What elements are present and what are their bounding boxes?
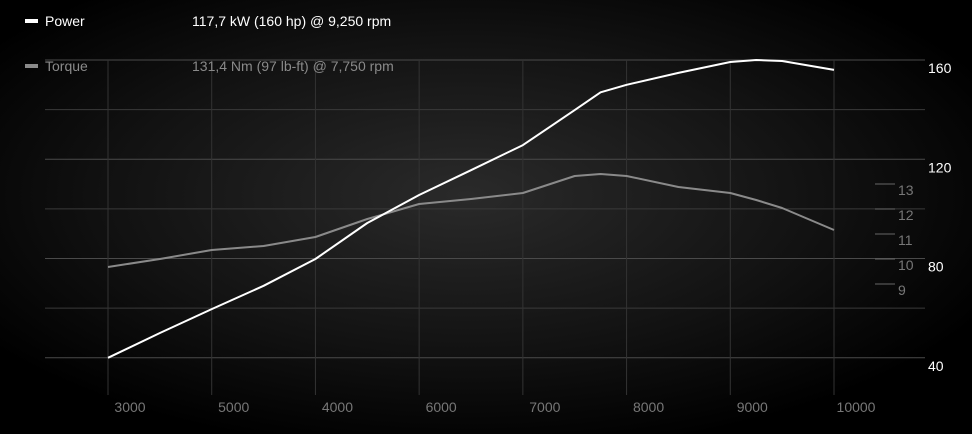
y2-tick-label: 11: [898, 232, 913, 248]
legend-swatch: [25, 64, 38, 68]
legend-label: Power: [45, 13, 85, 29]
legend-swatch: [25, 19, 38, 23]
x-tick-label: 8000: [633, 399, 664, 415]
y-tick-label: 80: [928, 259, 944, 275]
legend-label: Torque: [45, 58, 88, 74]
x-tick-label: 6000: [426, 399, 457, 415]
series-line: [107, 173, 835, 268]
y2-tick-label: 10: [898, 257, 914, 273]
y2-tick-label: 13: [898, 182, 914, 198]
x-tick-label: 9000: [737, 399, 768, 415]
series-line: [107, 59, 835, 359]
y-tick-label: 120: [928, 159, 952, 175]
x-tick-label: 3000: [114, 399, 145, 415]
x-tick-label: 4000: [322, 399, 353, 415]
annotation: 117,7 kW (160 hp) @ 9,250 rpm: [192, 13, 391, 29]
x-tick-label: 5000: [218, 399, 249, 415]
y2-tick-label: 12: [898, 207, 914, 223]
annotation: 131,4 Nm (97 lb-ft) @ 7,750 rpm: [192, 58, 394, 74]
x-tick-label: 10000: [837, 399, 876, 415]
y2-tick-label: 9: [898, 282, 906, 298]
y-tick-label: 40: [928, 358, 944, 374]
y-tick-label: 160: [928, 60, 952, 76]
x-tick-label: 7000: [529, 399, 560, 415]
